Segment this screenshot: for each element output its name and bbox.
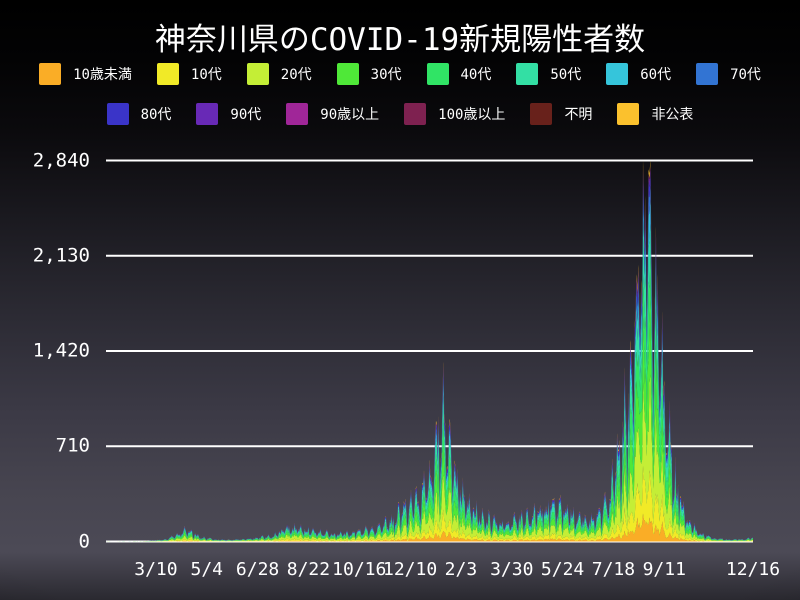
legend-swatch-icon	[530, 103, 553, 125]
legend-swatch-icon	[39, 63, 62, 85]
legend-item: 20代	[246, 63, 312, 85]
legend-item: 80代	[106, 103, 172, 125]
legend-swatch-icon	[617, 103, 640, 125]
y-tick-label: 2,840	[32, 149, 90, 172]
x-tick-label: 3/30	[490, 559, 534, 580]
x-tick-label: 6/28	[235, 559, 280, 580]
x-tick-label: 8/22	[286, 559, 331, 580]
legend-swatch-icon	[286, 103, 309, 125]
x-tick-label: 5/24	[540, 559, 585, 580]
legend-label: 40代	[460, 67, 492, 83]
legend-label: 80代	[140, 107, 172, 123]
legend-swatch-icon	[156, 63, 179, 85]
legend-label: 90代	[230, 107, 262, 123]
legend-label: 20代	[280, 67, 312, 83]
legend-label: 不明	[564, 107, 593, 123]
chart-title: 神奈川県のCOVID-19新規陽性者数	[154, 22, 646, 58]
x-tick-label: 5/4	[190, 559, 223, 580]
legend-item: 100歳以上	[404, 103, 505, 125]
legend-item: 不明	[530, 103, 592, 125]
legend-item: 10歳未満	[39, 63, 132, 85]
area-series-1	[106, 465, 753, 542]
legend-label: 10代	[190, 67, 222, 83]
legend-swatch-icon	[516, 63, 539, 85]
legend-item: 30代	[336, 63, 402, 85]
legend-label: 70代	[730, 67, 761, 83]
x-tick-label: 12/10	[382, 559, 438, 580]
legend-item: 50代	[516, 63, 581, 85]
x-tick-label: 10/16	[332, 559, 387, 580]
y-tick-label: 2,130	[32, 244, 90, 267]
legend-label: 90歳以上	[320, 107, 380, 123]
legend-item: 90歳以上	[286, 103, 379, 125]
x-tick-label: 9/11	[642, 559, 686, 580]
legend-item: 70代	[696, 63, 761, 85]
legend-swatch-icon	[606, 63, 629, 85]
legend-item: 非公表	[617, 103, 693, 125]
legend-row-2: 80代 90代 90歳以上 100歳以上 不明 非公表	[0, 103, 800, 125]
x-tick-label: 7/18	[591, 559, 636, 580]
legend-swatch-icon	[196, 103, 219, 125]
legend-label: 50代	[550, 67, 582, 83]
x-tick-label: 12/16	[725, 559, 781, 580]
y-tick-label: 0	[78, 530, 90, 553]
legend-label: 30代	[370, 67, 402, 83]
legend-item: 60代	[606, 63, 671, 85]
legend-swatch-icon	[336, 63, 359, 85]
legend-label: 100歳以上	[438, 107, 506, 123]
legend-swatch-icon	[106, 103, 129, 125]
area-series-0	[106, 513, 753, 542]
y-tick-label: 710	[55, 434, 90, 457]
x-tick-label: 2/3	[444, 559, 478, 580]
legend-swatch-icon	[426, 63, 449, 85]
legend-swatch-icon	[696, 63, 719, 85]
legend-label: 非公表	[651, 107, 694, 123]
legend-row-1: 10歳未満 10代 20代 30代 40代 50代 60代 70代	[0, 63, 800, 85]
y-tick-label: 1,420	[32, 339, 90, 362]
legend-label: 60代	[640, 67, 672, 83]
area-series-6	[106, 199, 753, 542]
legend-item: 40代	[426, 63, 492, 85]
x-tick-label: 3/10	[134, 559, 178, 580]
area-series-5	[106, 219, 753, 542]
legend-item: 10代	[156, 63, 222, 85]
legend-item: 90代	[196, 103, 261, 125]
legend-swatch-icon	[246, 63, 269, 85]
legend-swatch-icon	[404, 103, 427, 125]
legend-label: 10歳未満	[73, 67, 132, 83]
